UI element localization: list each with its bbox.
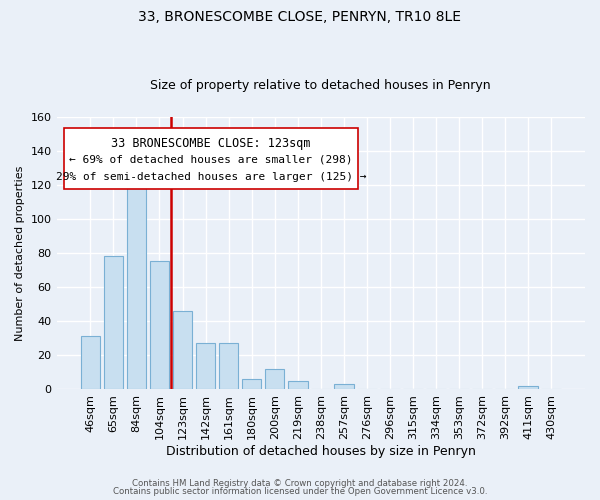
Bar [288,380,308,389]
Bar [518,386,538,389]
Bar [173,311,193,389]
Text: 33, BRONESCOMBE CLOSE, PENRYN, TR10 8LE: 33, BRONESCOMBE CLOSE, PENRYN, TR10 8LE [139,10,461,24]
Bar [265,368,284,389]
Y-axis label: Number of detached properties: Number of detached properties [15,165,25,340]
Title: Size of property relative to detached houses in Penryn: Size of property relative to detached ho… [151,79,491,92]
Text: 29% of semi-detached houses are larger (125) →: 29% of semi-detached houses are larger (… [56,172,367,182]
Bar [80,336,100,389]
Text: ← 69% of detached houses are smaller (298): ← 69% of detached houses are smaller (29… [70,154,353,164]
X-axis label: Distribution of detached houses by size in Penryn: Distribution of detached houses by size … [166,444,476,458]
Bar [104,256,123,389]
Bar [149,262,169,389]
Bar [242,379,262,389]
Bar [219,343,238,389]
FancyBboxPatch shape [64,128,358,189]
Bar [334,384,353,389]
Bar [196,343,215,389]
Text: Contains HM Land Registry data © Crown copyright and database right 2024.: Contains HM Land Registry data © Crown c… [132,478,468,488]
Text: 33 BRONESCOMBE CLOSE: 123sqm: 33 BRONESCOMBE CLOSE: 123sqm [112,137,311,150]
Text: Contains public sector information licensed under the Open Government Licence v3: Contains public sector information licen… [113,487,487,496]
Bar [127,183,146,389]
